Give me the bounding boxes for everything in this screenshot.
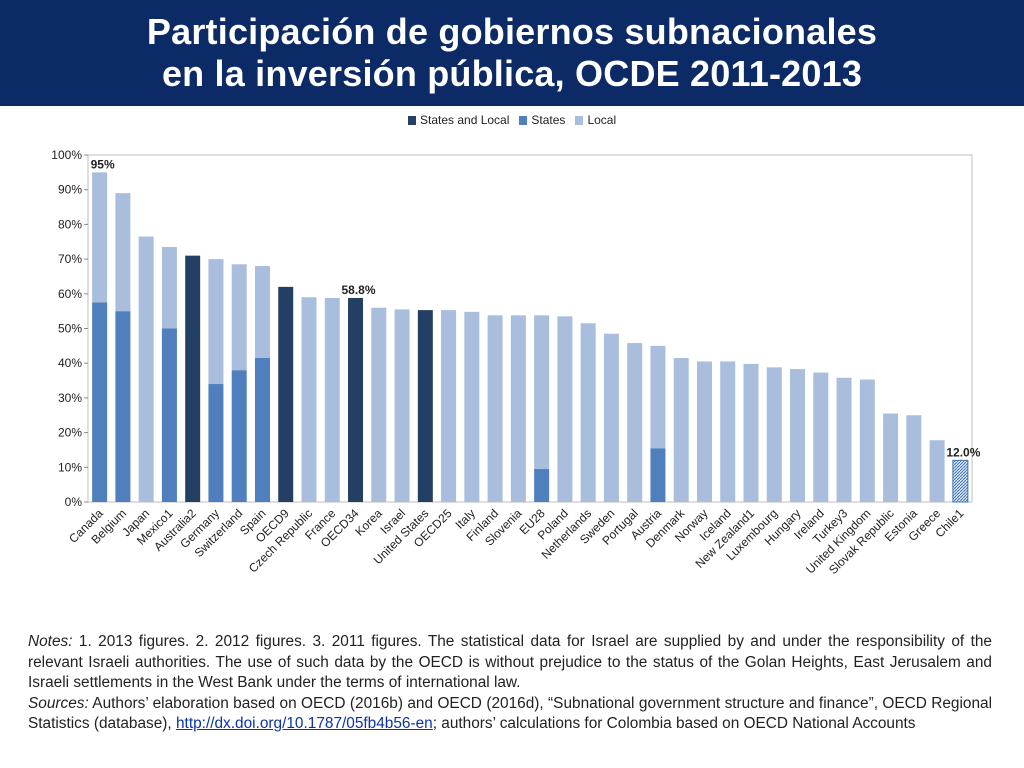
bar-korea-local (371, 307, 387, 502)
y-tick-label: 30% (58, 391, 82, 405)
bar-spain-local (254, 266, 270, 358)
bar-canada-states (92, 302, 108, 502)
y-tick-label: 90% (58, 183, 82, 197)
bar-united-states-states-and-local (417, 310, 433, 502)
bar-belgium-local (115, 193, 131, 312)
bar-spain-states (254, 357, 270, 502)
bar-denmark-local (673, 357, 689, 502)
bar-slovak-republic-local (883, 413, 899, 502)
y-tick-label: 100% (51, 148, 82, 162)
bar-greece-local (929, 440, 945, 502)
bar-finland-local (487, 315, 503, 502)
bar-new-zealand1-local (743, 363, 759, 502)
title-line-2: en la inversión pública, OCDE 2011-2013 (161, 53, 863, 94)
bar-germany-states (208, 384, 224, 502)
legend-swatch-local (575, 115, 584, 125)
legend-item-states: States (519, 113, 565, 127)
legend-label-local: Local (587, 113, 617, 127)
bar-france-local (324, 297, 340, 502)
bar-switzerland-local (231, 264, 247, 371)
bar-germany-local (208, 259, 224, 385)
title-line-1: Participación de gobiernos subnacionales (146, 11, 878, 52)
y-tick-label: 60% (58, 287, 82, 301)
legend-label-states-and-local: States and Local (420, 113, 510, 127)
y-tick-label: 50% (58, 322, 82, 336)
sources-link[interactable]: http://dx.doi.org/10.1787/05fb4b56-en (176, 715, 433, 732)
bar-poland-local (557, 316, 573, 502)
bar-turkey3-local (836, 377, 852, 502)
bar-switzerland-states (231, 370, 247, 502)
bar-oecd25-local (441, 310, 457, 502)
bar-estonia-local (906, 415, 922, 502)
bar-mexico1-states (161, 328, 177, 502)
bar-eu28-local (534, 315, 550, 470)
chart-legend: States and Local States Local (408, 112, 626, 128)
notes-paragraph: Notes: 1. 2013 figures. 2. 2012 figures.… (28, 632, 992, 694)
notes-label: Notes: (28, 633, 73, 650)
x-tick-label-korea: Korea (352, 506, 385, 539)
notes-text: 1. 2013 figures. 2. 2012 figures. 3. 201… (28, 633, 992, 691)
bar-oecd9-states-and-local (278, 286, 294, 502)
bar-eu28-states (534, 469, 550, 502)
bar-netherlands-local (580, 323, 596, 502)
bar-chile1-local (952, 459, 969, 503)
y-tick-label: 80% (58, 217, 82, 231)
bar-oecd34-states-and-local (348, 297, 364, 502)
bar-portugal-local (627, 343, 643, 502)
bar-austria-local (650, 345, 666, 449)
bar-israel-local (394, 309, 410, 502)
bar-norway-local (696, 361, 712, 502)
bar-canada-local (92, 172, 108, 303)
chart-notes: Notes: 1. 2013 figures. 2. 2012 figures.… (28, 632, 992, 735)
bar-iceland-local (720, 361, 736, 502)
bar-luxembourg-local (766, 367, 782, 502)
data-label-chile1: 12.0% (946, 445, 980, 459)
data-label-oecd34: 58.8% (342, 283, 376, 297)
legend-label-states: States (531, 113, 566, 127)
legend-item-local: Local (575, 113, 616, 127)
bar-united-kingdom-local (859, 379, 875, 502)
sources-text-2: ; authors’ calculations for Colombia bas… (432, 715, 916, 732)
sources-text-1: Authors’ elaboration based on OECD (2016… (28, 694, 992, 733)
bar-hungary-local (790, 369, 806, 502)
y-tick-label: 70% (58, 252, 82, 266)
y-tick-label: 10% (58, 460, 82, 474)
bar-australia2-states-and-local (185, 255, 201, 502)
bar-austria-states (650, 448, 666, 502)
bar-ireland-local (813, 372, 829, 502)
y-tick-label: 0% (65, 495, 83, 509)
bar-japan-local (138, 236, 154, 503)
bar-czech-republic-local (301, 297, 317, 502)
bar-belgium-states (115, 311, 131, 502)
sources-paragraph: Sources: Authors’ elaboration based on O… (28, 694, 992, 735)
bar-chart: 0%10%20%30%40%50%60%70%80%90%100% Canada… (51, 148, 980, 577)
data-label-canada: 95% (91, 157, 115, 171)
legend-swatch-states (519, 115, 528, 125)
y-tick-label: 20% (58, 426, 82, 440)
sources-label: Sources: (28, 694, 89, 712)
y-tick-label: 40% (58, 356, 82, 370)
title-banner: Participación de gobiernos subnacionales… (0, 0, 1024, 106)
legend-swatch-states-and-local (408, 115, 416, 125)
bar-slovenia-local (510, 315, 526, 502)
bar-sweden-local (603, 333, 619, 502)
bar-mexico1-local (161, 246, 177, 329)
legend-item-states-and-local: States and Local (408, 113, 509, 127)
bar-italy-local (464, 311, 480, 502)
